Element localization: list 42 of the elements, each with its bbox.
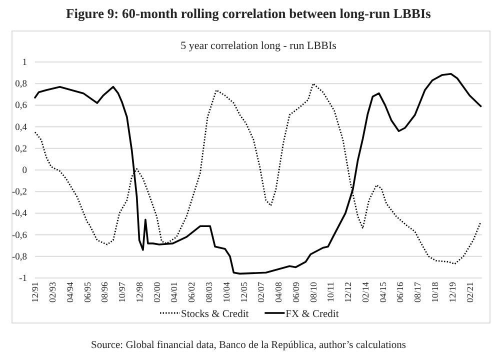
y-tick-label: 1 <box>22 58 28 68</box>
y-tick-label: -0,6 <box>12 230 28 241</box>
x-tick-label: 10/11 <box>326 282 336 302</box>
x-tick-label: 02/14 <box>360 282 370 303</box>
x-tick-label: 02/21 <box>464 282 475 303</box>
x-tick-label: 12/19 <box>447 282 458 303</box>
x-tick-label: 10/18 <box>430 282 440 303</box>
x-tick-label: 04/01 <box>169 282 180 303</box>
y-tick-label: -0,8 <box>12 252 28 262</box>
x-tick-label: 12/91 <box>30 282 40 303</box>
y-tick-label: 0,6 <box>15 101 28 112</box>
chart-title: Figure 9: 60-month rolling correlation between long-run LBBIs <box>66 6 431 21</box>
x-tick-label: 06/02 <box>186 282 197 303</box>
x-tick-label: 08/03 <box>204 282 214 303</box>
x-tick-label: 12/12 <box>343 282 354 303</box>
x-tick-label: 06/16 <box>395 282 406 303</box>
y-tick-label: 0,4 <box>15 122 28 133</box>
x-tick-label: 04/94 <box>64 282 75 303</box>
x-tick-label: 10/04 <box>221 282 232 303</box>
x-tick-label: 12/05 <box>238 282 249 303</box>
y-tick-label: 0,2 <box>15 144 28 154</box>
x-tick-label: 08/96 <box>100 282 110 303</box>
x-tick-label: 02/00 <box>152 282 162 303</box>
y-tick-label: -0,4 <box>12 209 28 220</box>
legend-label: Stocks & Credit <box>181 309 249 320</box>
x-tick-label: 06/95 <box>82 282 92 303</box>
x-tick-label: 04/15 <box>378 282 388 303</box>
y-tick-label: 0 <box>22 166 28 176</box>
x-tick-label: 04/08 <box>274 282 284 303</box>
x-tick-label: 08/17 <box>412 282 423 303</box>
chart-subtitle: 5 year correlation long - run LBBIs <box>180 40 336 52</box>
x-tick-label: 08/10 <box>308 282 318 303</box>
y-tick-label: -1 <box>19 274 28 284</box>
source-note: Source: Global financial data, Banco de la República, author’s calculations <box>91 340 406 351</box>
y-tick-label: 0,8 <box>15 80 28 90</box>
x-tick-label: 10/97 <box>117 282 128 303</box>
legend-label: FX & Credit <box>286 309 339 320</box>
y-tick-label: -0,2 <box>12 188 28 198</box>
x-tick-label: 02/93 <box>48 282 58 303</box>
x-tick-label: 02/07 <box>256 282 266 303</box>
x-tick-label: 12/98 <box>134 282 144 303</box>
x-tick-label: 06/09 <box>290 282 301 303</box>
